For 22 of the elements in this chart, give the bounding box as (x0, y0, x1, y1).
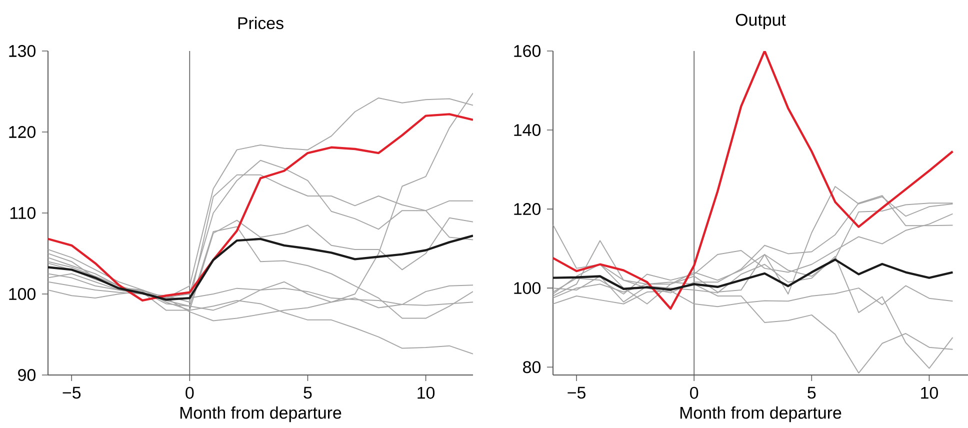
y-tick-label: 120 (514, 203, 540, 216)
x-tick-label: 0 (690, 386, 698, 399)
x-tick-label: 5 (808, 386, 816, 399)
y-tick-label: 160 (514, 45, 540, 58)
y-tick-label: 100 (9, 288, 36, 300)
x-tick-label: 10 (418, 386, 435, 399)
y-tick-label: 120 (9, 126, 36, 138)
x-axis-title: Month from departure (680, 406, 842, 422)
x-tick-label: 10 (921, 386, 938, 399)
y-tick-label: 130 (9, 45, 36, 57)
chart-title: Output (736, 14, 786, 30)
x-tick-label: −5 (62, 386, 81, 399)
x-axis-title: Month from departure (180, 406, 342, 422)
y-tick-label: 90 (18, 369, 36, 381)
y-tick-label: 110 (10, 207, 36, 219)
x-tick-label: −5 (568, 386, 586, 399)
y-tick-label: 100 (514, 282, 540, 294)
y-tick-label: 80 (523, 361, 541, 374)
chart-title: Prices (238, 16, 284, 30)
x-tick-label: 5 (304, 386, 312, 399)
y-tick-label: 140 (514, 124, 540, 136)
x-tick-label: 0 (186, 386, 194, 399)
